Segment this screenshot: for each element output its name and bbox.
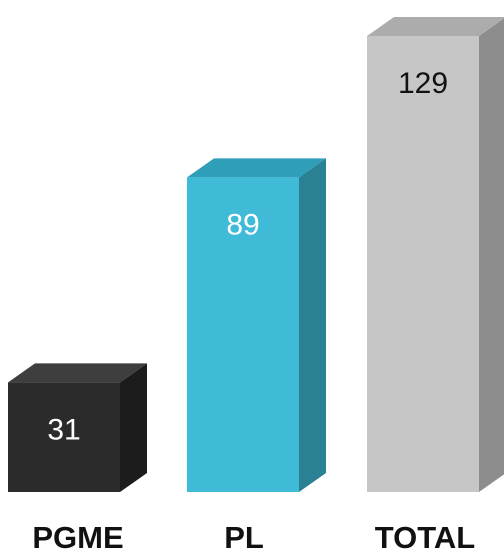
bar-pl-value-label: 89 xyxy=(226,208,259,241)
bar-total-value-label: 129 xyxy=(398,67,448,100)
bar-pl-side xyxy=(299,158,326,492)
bars-layer xyxy=(8,17,504,492)
bar-pgme-value-label: 31 xyxy=(47,413,80,446)
bar-total xyxy=(367,17,504,492)
bar-pgme-side xyxy=(120,363,147,492)
category-label-pl: PL xyxy=(224,520,264,554)
bar-pgme xyxy=(8,363,147,492)
bar-total-top xyxy=(367,17,504,36)
labels-layer: 31 PGME 89 PL 129 TOTAL xyxy=(32,67,475,554)
bar-pgme-front xyxy=(8,382,120,492)
bar-pl xyxy=(187,158,326,492)
bar-total-side xyxy=(479,18,504,492)
bar-pl-front xyxy=(187,177,299,492)
bar-total-front xyxy=(367,36,479,492)
bar-pgme-top xyxy=(8,363,147,383)
category-label-total: TOTAL xyxy=(375,520,475,554)
category-label-pgme: PGME xyxy=(32,520,123,554)
bar-pl-top xyxy=(187,158,326,178)
